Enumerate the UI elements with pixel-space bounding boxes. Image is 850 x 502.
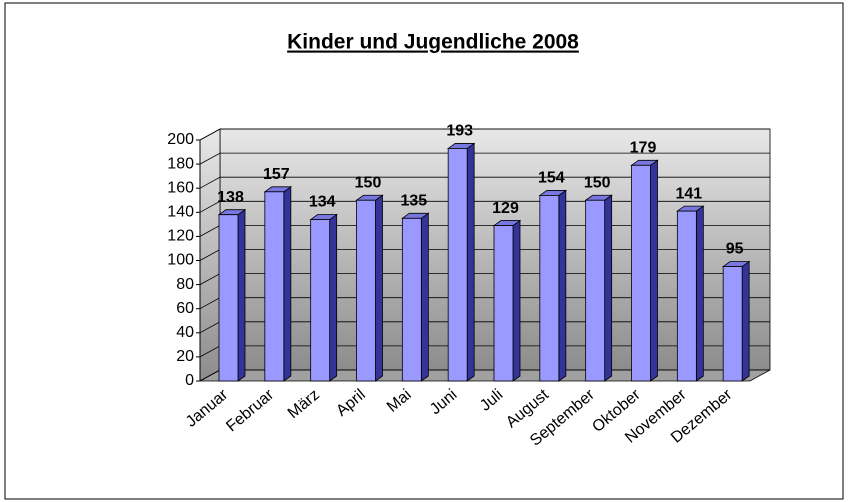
y-tick-label: 0 [185,372,194,389]
bar-front [722,266,743,382]
bar-front [631,164,651,382]
value-label: 138 [217,189,244,206]
chart-title: Kinder und Jugendliche 2008 [287,31,579,54]
y-tick-label: 160 [167,179,194,196]
bar-front [493,225,514,382]
bar [401,212,430,382]
grid-line [199,152,770,165]
y-tick-label: 140 [167,204,194,221]
value-label: 95 [726,241,744,258]
y-tick-label: 100 [167,252,194,269]
bar-side [695,205,704,382]
value-label: 135 [400,193,427,210]
bar [217,208,247,382]
bar-front [401,217,422,382]
bar-side [558,189,567,382]
bar-side [283,186,292,382]
bar-side [650,159,658,382]
bar-front [676,210,697,382]
bar [676,205,705,382]
value-label: 179 [630,140,657,157]
value-label: 150 [355,174,382,191]
y-tick-label: 60 [176,300,194,317]
bar-front [539,195,560,382]
y-tick-label: 200 [167,131,194,148]
plot-area: 020406080100120140160180200Januar138Febr… [167,123,771,450]
bar-side [420,212,429,382]
bar-front [585,199,606,382]
grid-line [199,128,770,141]
bar-side [604,194,613,382]
value-label: 129 [492,200,519,217]
value-label: 150 [584,174,611,191]
value-label: 193 [446,123,473,140]
bar-front [356,199,376,382]
bar [721,260,751,382]
bar-front [218,214,239,382]
bar-side [237,208,246,382]
y-tick-label: 120 [167,228,194,245]
bar-front [447,148,468,382]
bar [309,213,338,382]
bar-front [264,191,285,382]
y-tick-label: 80 [176,276,194,293]
value-label: 154 [538,170,565,187]
y-tick-label: 180 [167,155,194,172]
bar [492,219,522,382]
bar [263,186,293,382]
bar [630,159,659,382]
bar-front [310,219,331,382]
grid-line [199,176,770,189]
value-label: 157 [263,166,290,183]
value-label: 141 [675,185,702,202]
bar [446,142,476,382]
bar-side [741,260,750,382]
y-tick-label: 20 [176,348,194,365]
bar [355,194,384,382]
bar-side [466,142,475,382]
bar-side [375,194,383,382]
bar-side [329,213,338,382]
y-tick-label: 40 [176,324,194,341]
bar-side [512,219,521,382]
value-label: 134 [309,194,336,211]
bar [584,194,613,382]
bar [538,189,568,382]
